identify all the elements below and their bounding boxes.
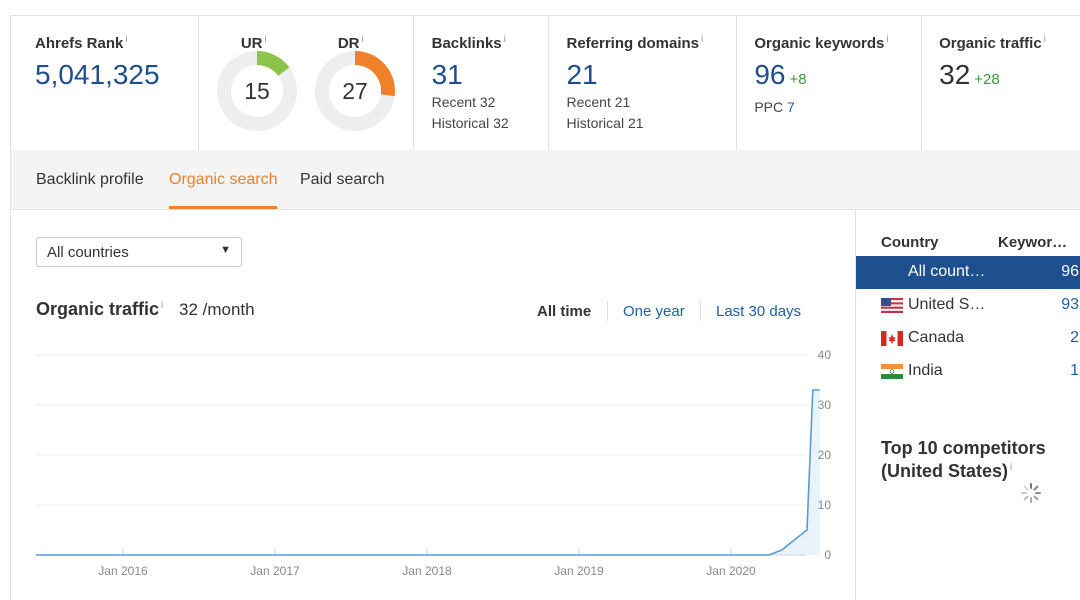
x-tick-label: Jan 2017 [250,564,300,578]
ppc-row: PPC 7 [754,97,921,118]
dr-gauge-donut: 27 [314,51,395,131]
country-name: United S… [908,296,986,313]
us-flag-icon [881,298,903,313]
info-icon[interactable]: i [701,34,704,45]
x-tick-label: Jan 2019 [554,564,604,578]
tab-backlink-profile[interactable]: Backlink profile [36,171,144,188]
country-keywords[interactable]: 1 [1070,362,1079,379]
traffic-per-month: 32 /month [179,300,255,319]
ppc-label: PPC [754,99,784,115]
country-row-us[interactable]: United S… 93 [856,289,1080,322]
traffic-chart-title: Organic traffic i [36,299,164,319]
backlinks-value[interactable]: 31 [431,59,463,90]
ca-flag-icon [881,331,903,346]
info-icon[interactable]: i [1010,462,1013,473]
x-tick-label: Jan 2016 [98,564,148,578]
range-last-30-days[interactable]: Last 30 days [716,303,802,320]
range-divider [607,301,608,321]
in-flag-icon [881,364,903,379]
report-tabs: Backlink profile Organic search Paid sea… [10,150,1080,210]
ur-dr-card: 15 UR i 27 DR i [199,16,414,151]
ahrefs-rank-value[interactable]: 5,041,325 [35,59,160,90]
range-divider [700,301,701,321]
country-column-header[interactable]: Country [881,234,939,251]
organic-traffic-value: 32 [939,59,971,90]
referring-domains-recent: Recent 21 [566,94,631,110]
ppc-value[interactable]: 7 [787,99,795,115]
info-icon[interactable]: i [503,34,506,45]
organic-keywords-row: 96 +8 [754,58,921,97]
metrics-row: Ahrefs Rank i 5,041,325 15 UR i 27 DR i [10,15,1080,151]
series-line [36,389,820,556]
info-icon[interactable]: i [264,34,267,45]
ur-value: 15 [244,78,270,104]
y-tick-label: 0 [824,548,831,562]
ur-label: UR i [240,34,267,52]
country-name: India [908,362,943,379]
referring-domains-title: Referring domains i [566,34,704,52]
organic-traffic-chart-svg: 0 10 20 30 40 Jan 2016 Jan 2017 Jan 2018 Jan 201… [36,348,832,578]
organic-traffic-row: 32 +28 [939,58,1080,97]
country-name: All count… [908,263,986,280]
backlinks-card: Backlinks i 31 Recent 32 Historical 32 [414,16,550,151]
country-select-value: All countries [47,244,129,261]
organic-traffic-delta: +28 [974,71,1000,88]
keywords-column-header[interactable]: Keywor… [998,234,1068,251]
backlinks-recent: Recent 32 [431,94,496,110]
y-tick-label: 40 [818,348,832,362]
range-one-year[interactable]: One year [623,303,685,320]
referring-domains-card: Referring domains i 21 Recent 21 Historic… [549,16,738,151]
organic-keywords-value[interactable]: 96 [754,59,786,90]
loading-spinner-icon [1021,483,1041,503]
referring-domains-value[interactable]: 21 [566,59,598,90]
info-icon[interactable]: i [1043,34,1046,45]
country-keywords: 96 [1061,263,1079,280]
info-icon[interactable]: i [125,34,128,45]
country-keywords[interactable]: 93 [1061,296,1079,313]
x-tick-label: Jan 2018 [402,564,452,578]
country-keywords[interactable]: 2 [1070,329,1079,346]
ur-gauge-donut: 15 [216,51,297,131]
info-icon[interactable]: i [361,34,364,45]
y-tick-label: 20 [818,448,832,462]
traffic-panel: All countries ▼ Organic traffic i 32 /mon… [10,210,855,600]
organic-keywords-delta: +8 [789,71,807,88]
range-all-time[interactable]: All time [537,303,592,320]
ahrefs-rank-card: Ahrefs Rank i 5,041,325 [11,16,199,151]
country-row-canada[interactable]: Canada 2 [856,322,1080,355]
top-competitors-title: Top 10 competitors (United States) i [881,438,1046,481]
tab-organic-search[interactable]: Organic search [169,171,278,188]
organic-traffic-card: Organic traffic i 32 +28 [922,16,1080,151]
backlinks-historical: Historical 32 [431,115,509,131]
organic-traffic-title: Organic traffic i [939,34,1046,52]
caret-down-icon: ▼ [220,244,231,256]
series-area [36,390,820,555]
backlinks-title: Backlinks i [431,34,506,52]
organic-traffic-chart: 0 10 20 30 40 Jan 2016 Jan 2017 Jan 2018 Jan 201… [36,345,836,600]
y-tick-label: 30 [818,398,832,412]
country-row-india[interactable]: India 1 [856,355,1080,388]
organic-keywords-card: Organic keywords i 96 +8 PPC 7 [737,16,923,151]
countries-panel: Country Keywor… All count… 96 United S… … [855,210,1080,600]
y-tick-label: 10 [818,498,832,512]
referring-domains-historical: Historical 21 [566,115,644,131]
dr-value: 27 [342,78,368,104]
info-icon[interactable]: i [161,300,164,311]
tab-paid-search[interactable]: Paid search [300,171,385,188]
organic-keywords-title: Organic keywords i [754,34,889,52]
x-tick-label: Jan 2020 [706,564,756,578]
country-name: Canada [908,329,965,346]
dr-label: DR i [337,34,364,52]
country-select[interactable]: All countries ▼ [36,237,242,267]
info-icon[interactable]: i [886,34,889,45]
active-tab-underline [169,206,277,209]
ahrefs-rank-title: Ahrefs Rank i [35,34,128,52]
country-row-all[interactable]: All count… 96 [856,256,1080,289]
